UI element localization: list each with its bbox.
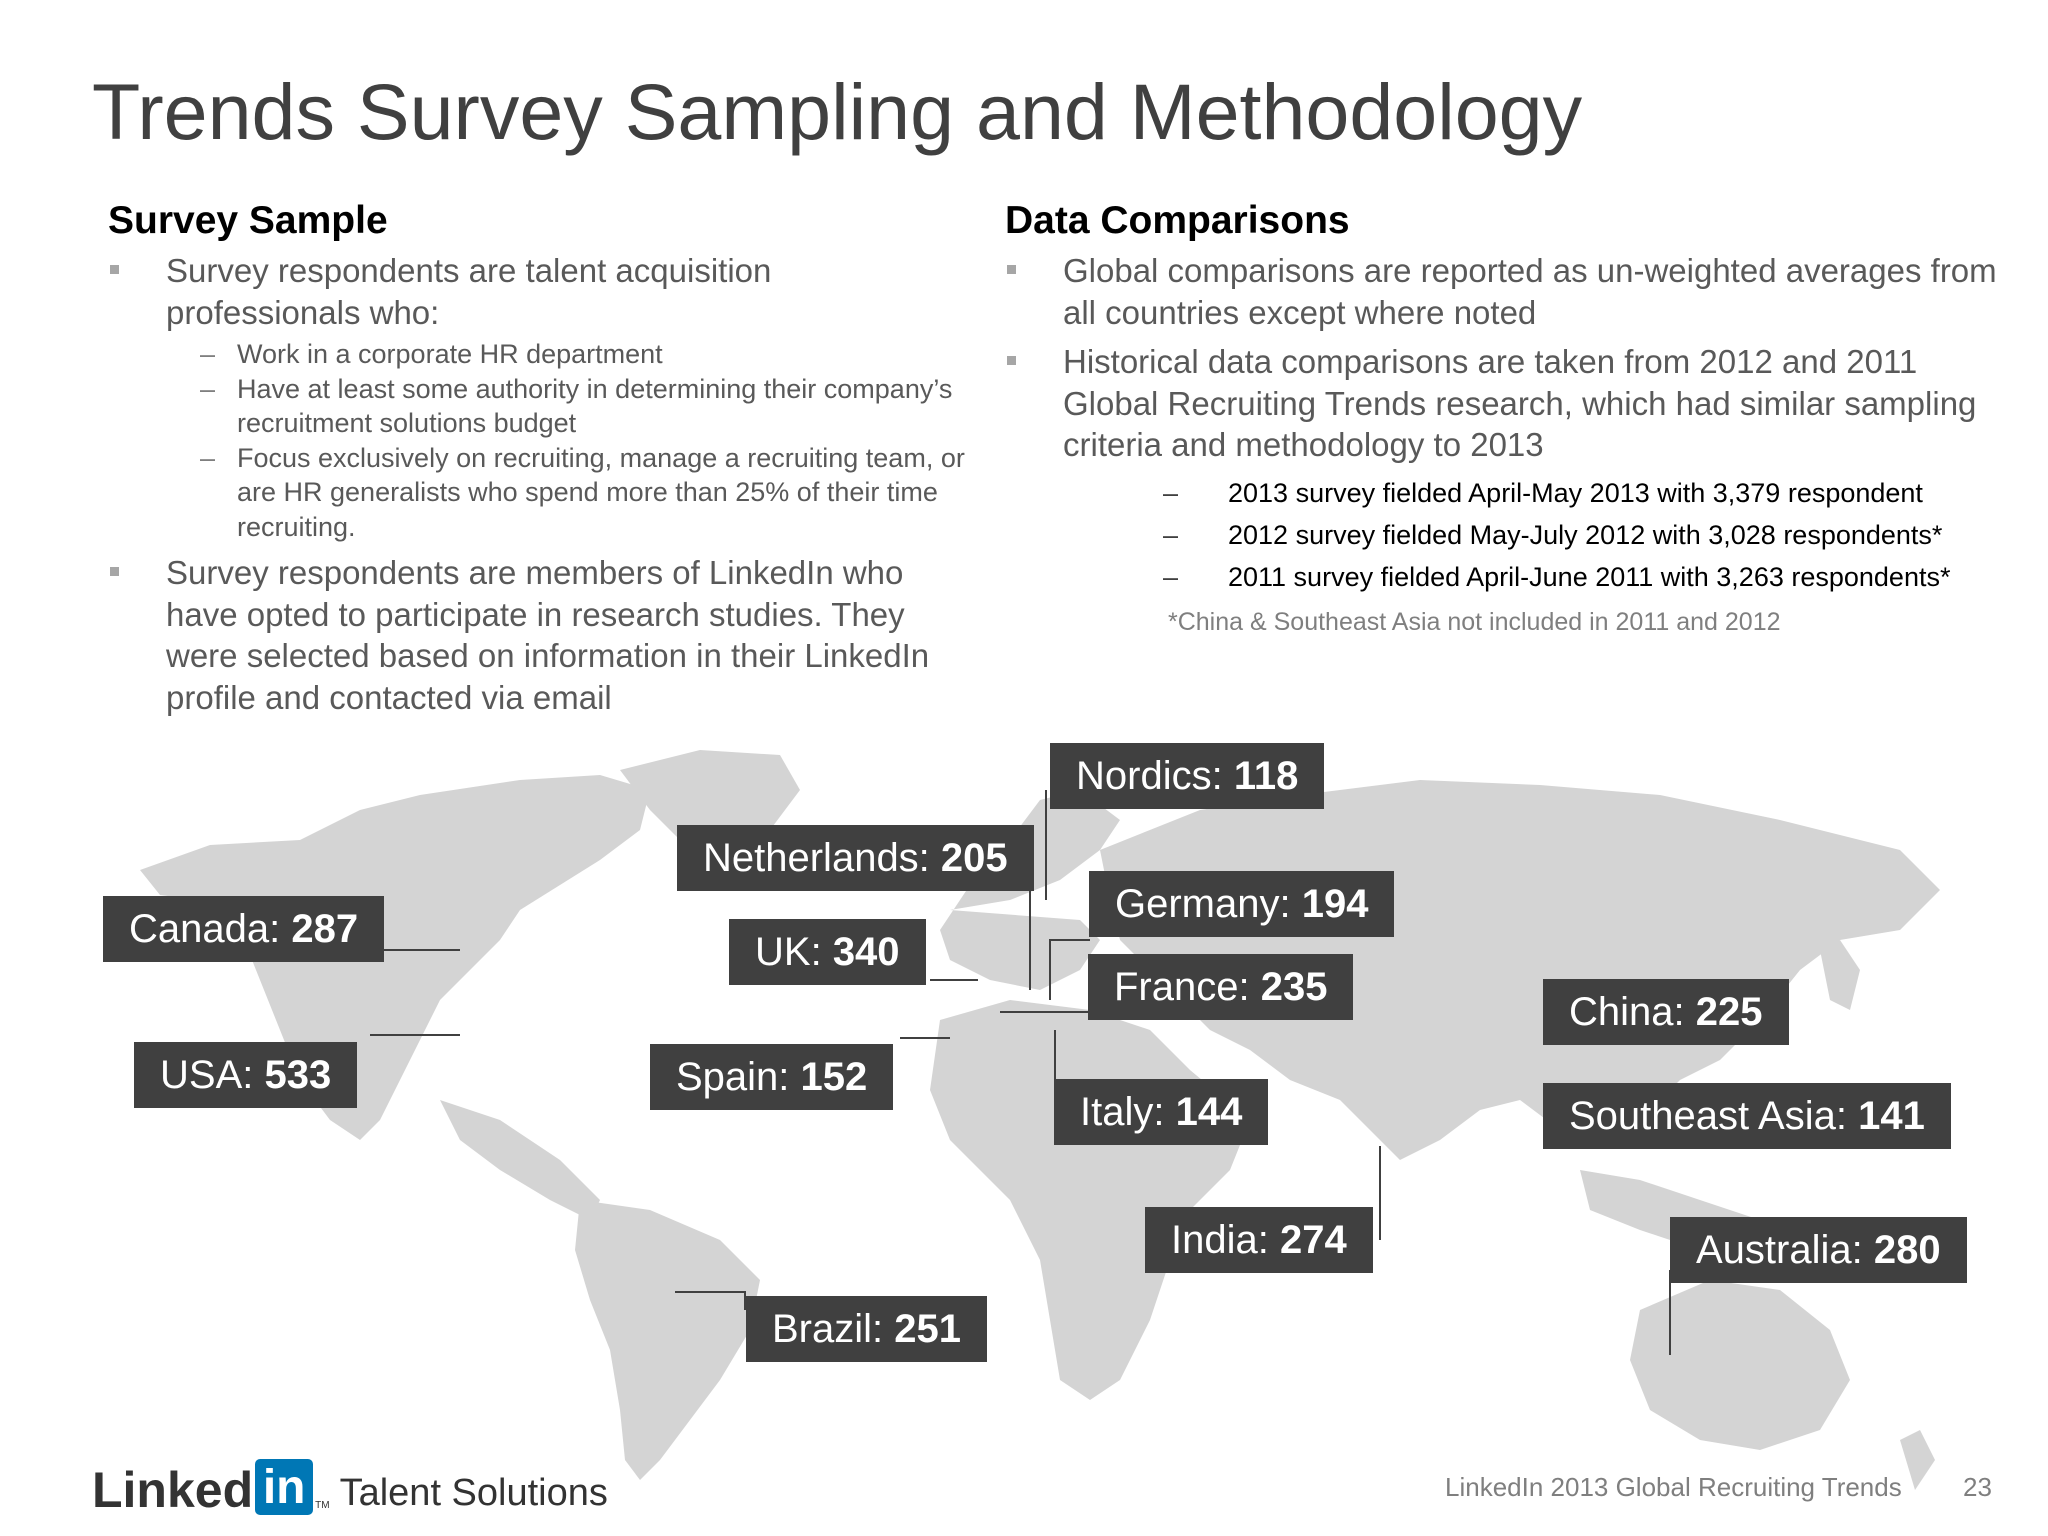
map-label-australia: Australia: 280 [1670, 1217, 1967, 1283]
australia-landmass [1630, 1280, 1850, 1450]
map-label-france-value: 235 [1260, 965, 1328, 1009]
map-label-spain: Spain: 152 [650, 1044, 894, 1110]
map-label-italy-value: 144 [1175, 1090, 1243, 1134]
map-label-usa-value: 533 [264, 1053, 332, 1097]
map-label-netherlands-value: 205 [940, 836, 1008, 880]
map-label-uk-value: 340 [832, 930, 900, 974]
map-label-usa: USA: 533 [134, 1042, 358, 1108]
survey-sample-list: Survey respondents are talent acquisitio… [108, 250, 968, 718]
map-label-china: China: 225 [1543, 979, 1789, 1045]
map-label-brazil-name: Brazil: [772, 1307, 884, 1351]
list-item: Survey respondents are members of Linked… [108, 552, 968, 718]
page-number: 23 [1963, 1472, 1992, 1502]
map-label-southeast-asia: Southeast Asia: 141 [1543, 1083, 1951, 1149]
linkedin-talent-solutions-logo: Linked in TM Talent Solutions [92, 1455, 608, 1515]
map-label-india: India: 274 [1145, 1207, 1373, 1273]
survey-sample-heading: Survey Sample [108, 199, 388, 242]
linkedin-in-icon: in [255, 1459, 314, 1515]
map-label-france-name: France: [1114, 965, 1250, 1009]
map-label-france: France: 235 [1088, 954, 1354, 1020]
list-item: Focus exclusively on recruiting, manage … [166, 441, 968, 545]
map-label-netherlands: Netherlands: 205 [677, 825, 1034, 891]
list-item: 2013 survey fielded April-May 2013 with … [1063, 472, 2005, 514]
map-label-nordics: Nordics: 118 [1050, 743, 1325, 809]
trademark-mark: TM [315, 1500, 330, 1511]
brazil-leader [675, 1291, 746, 1310]
map-label-southeast-asia-value: 141 [1858, 1094, 1925, 1138]
survey-sample-bullet-1: Survey respondents are talent acquisitio… [166, 252, 772, 331]
data-comparisons-heading: Data Comparisons [1005, 199, 1350, 242]
list-item: Work in a corporate HR department [166, 337, 968, 372]
page-title: Trends Survey Sampling and Methodology [92, 67, 1583, 156]
germany-leader [1049, 939, 1090, 1000]
map-label-spain-name: Spain: [676, 1055, 790, 1099]
map-label-usa-name: USA: [160, 1053, 254, 1097]
map-label-canada-name: Canada: [129, 907, 281, 951]
list-item: 2012 survey fielded May-July 2012 with 3… [1063, 514, 2005, 556]
map-label-india-value: 274 [1279, 1218, 1347, 1262]
footnote: *China & Southeast Asia not included in … [1168, 607, 1781, 636]
map-label-brazil-value: 251 [894, 1307, 962, 1351]
survey-sample-bullet-2: Survey respondents are members of Linked… [166, 554, 930, 716]
data-comparisons-bullet-2: Historical data comparisons are taken fr… [1063, 343, 1977, 463]
map-label-germany: Germany: 194 [1089, 871, 1395, 937]
list-item: Global comparisons are reported as un-we… [1005, 250, 2005, 333]
map-label-italy: Italy: 144 [1054, 1079, 1269, 1145]
map-label-nordics-value: 118 [1233, 754, 1299, 798]
map-label-netherlands-name: Netherlands: [703, 836, 930, 880]
list-item: 2011 survey fielded April-June 2011 with… [1063, 556, 2005, 598]
map-label-china-name: China: [1569, 990, 1685, 1034]
data-comparisons-bullet-1: Global comparisons are reported as un-we… [1063, 252, 1997, 331]
map-label-china-value: 225 [1695, 990, 1763, 1034]
map-label-uk-name: UK: [755, 930, 822, 974]
list-item: Survey respondents are talent acquisitio… [108, 250, 968, 544]
footer-source: LinkedIn 2013 Global Recruiting Trends [1445, 1472, 1902, 1502]
survey-sample-section: Survey Sample Survey respondents are tal… [108, 198, 968, 726]
leader-lines [370, 790, 1671, 1355]
map-label-uk: UK: 340 [729, 919, 926, 985]
map-label-nordics-name: Nordics: [1076, 754, 1223, 798]
data-comparisons-sublist: 2013 survey fielded April-May 2013 with … [1063, 472, 2005, 598]
list-item: Historical data comparisons are taken fr… [1005, 341, 2005, 598]
south-america-landmass [575, 1200, 760, 1480]
japan-landmass [1820, 940, 1860, 1010]
map-label-canada-value: 287 [291, 907, 359, 951]
map-label-australia-value: 280 [1873, 1228, 1941, 1272]
survey-sample-sublist: Work in a corporate HR department Have a… [166, 337, 968, 544]
data-comparisons-list: Global comparisons are reported as un-we… [1005, 250, 2005, 598]
central-america-landmass [440, 1100, 600, 1220]
map-label-brazil: Brazil: 251 [746, 1296, 988, 1362]
map-label-spain-value: 152 [800, 1055, 868, 1099]
north-america-landmass [140, 775, 650, 1140]
map-label-india-name: India: [1171, 1218, 1269, 1262]
map-label-germany-name: Germany: [1115, 882, 1291, 926]
map-label-southeast-asia-name: Southeast Asia: [1569, 1094, 1847, 1138]
talent-solutions-text: Talent Solutions [339, 1472, 608, 1514]
map-label-australia-name: Australia: [1696, 1228, 1863, 1272]
map-label-italy-name: Italy: [1080, 1090, 1165, 1134]
map-label-germany-value: 194 [1301, 882, 1369, 926]
list-item: Have at least some authority in determin… [166, 372, 968, 441]
map-label-canada: Canada: 287 [103, 896, 385, 962]
linkedin-wordmark: Linked [92, 1462, 254, 1518]
data-comparisons-section: Data Comparisons Global comparisons are … [1005, 198, 2005, 637]
new-zealand-landmass [1900, 1430, 1935, 1490]
